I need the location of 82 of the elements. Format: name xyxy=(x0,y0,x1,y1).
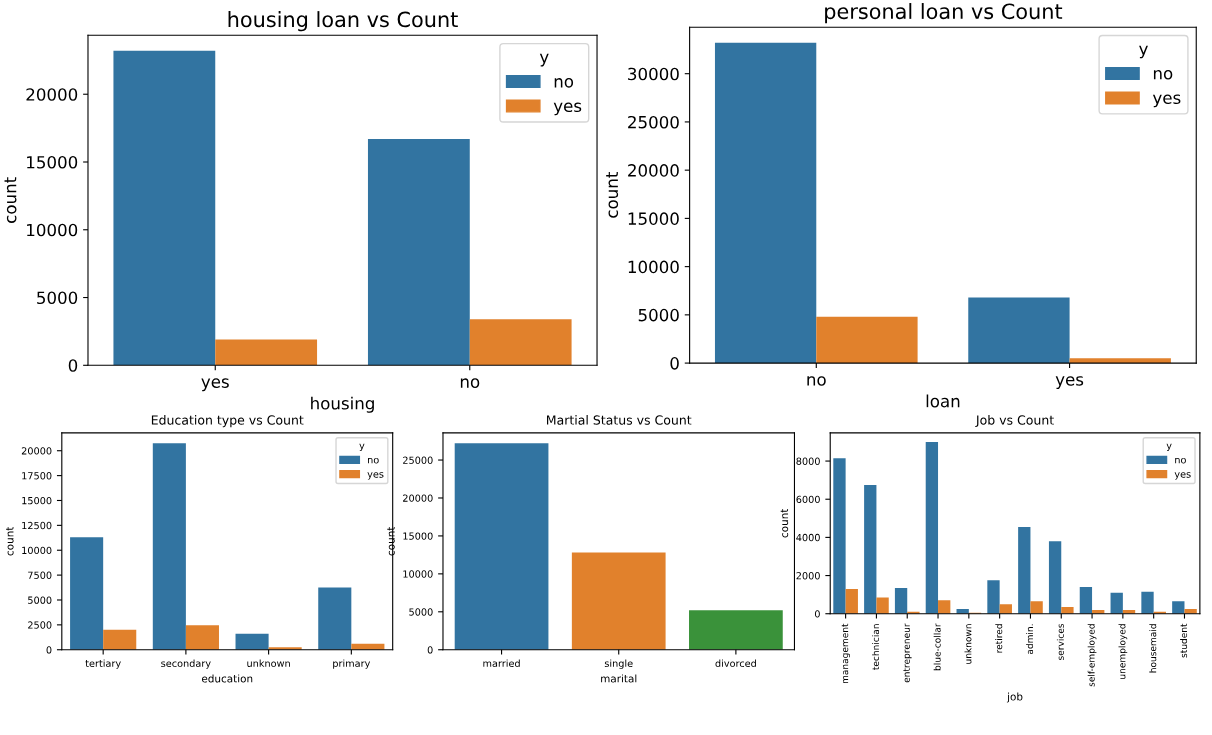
y-tick-label: 4000 xyxy=(796,533,820,542)
y-tick-label: 8000 xyxy=(796,457,820,465)
y-tick-label: 10000 xyxy=(22,546,52,555)
x-tick-label: primary xyxy=(333,659,371,669)
legend-title: y xyxy=(539,53,549,67)
x-axis-title: marital xyxy=(601,674,637,683)
legend-label: no xyxy=(554,78,574,88)
x-tick-label: services xyxy=(1056,623,1064,660)
y-axis-title: count xyxy=(387,526,395,556)
chart-title: Job vs Count xyxy=(975,415,1054,428)
y-tick-label: 30000 xyxy=(628,67,679,81)
legend-title: y xyxy=(359,443,365,452)
chart-title: Education type vs Count xyxy=(151,415,304,428)
y-tick-label: 10000 xyxy=(27,223,78,237)
y-tick-label: 20000 xyxy=(21,447,52,455)
y-tick-label: 5000 xyxy=(37,291,78,305)
x-tick-label: married xyxy=(483,659,520,667)
x-tick-label: secondary xyxy=(161,659,211,669)
y-tick-label: 5000 xyxy=(638,308,679,322)
x-tick-label: admin. xyxy=(1026,624,1034,655)
y-tick-label: 0 xyxy=(68,359,78,372)
legend-label: yes xyxy=(553,102,582,116)
y-tick-label: 0 xyxy=(427,646,433,654)
y-tick-label: 25000 xyxy=(403,456,433,464)
y-tick-label: 7500 xyxy=(28,571,52,579)
legend-label: no xyxy=(368,457,379,464)
y-tick-label: 2500 xyxy=(28,621,52,629)
x-tick-label: yes xyxy=(1055,376,1084,389)
x-tick-label: tertiary xyxy=(85,659,121,669)
y-axis-title: count xyxy=(6,526,14,556)
y-tick-label: 2000 xyxy=(796,572,820,580)
x-axis-title: job xyxy=(1006,692,1023,703)
y-tick-label: 15000 xyxy=(628,212,679,225)
x-tick-label: student xyxy=(1180,623,1188,658)
y-tick-label: 15000 xyxy=(27,155,78,169)
chart-title: Martial Status vs Count xyxy=(547,415,692,425)
x-axis-title: housing xyxy=(311,396,374,413)
y-tick-label: 12500 xyxy=(22,521,52,530)
y-tick-label: 6000 xyxy=(796,495,820,504)
x-tick-label: housemaid xyxy=(1149,624,1157,673)
y-tick-label: 0 xyxy=(814,610,820,618)
x-tick-label: unknown xyxy=(964,624,972,664)
x-tick-label: single xyxy=(604,659,633,669)
x-tick-label: management xyxy=(841,623,850,684)
chart-title: personal loan vs Count xyxy=(825,3,1063,24)
legend-label: yes xyxy=(1174,472,1191,480)
x-axis-title: loan xyxy=(926,394,960,408)
y-tick-label: 0 xyxy=(46,646,52,654)
x-tick-label: unknown xyxy=(247,659,290,667)
y-tick-label: 20000 xyxy=(403,494,433,502)
y-tick-label: 10000 xyxy=(403,570,433,578)
y-tick-label: 15000 xyxy=(22,496,52,505)
y-tick-label: 10000 xyxy=(628,260,679,274)
x-tick-label: self-employed xyxy=(1087,624,1097,687)
x-tick-label: unemployed xyxy=(1118,624,1128,679)
x-tick-label: blue-collar xyxy=(933,623,941,671)
y-tick-label: 5000 xyxy=(409,608,433,616)
y-axis-title: count xyxy=(4,177,17,223)
x-tick-label: technician xyxy=(872,624,880,670)
y-axis-title: count xyxy=(606,172,619,218)
legend-label: yes xyxy=(367,472,384,480)
x-axis-title: education xyxy=(201,674,253,683)
legend-label: no xyxy=(1153,69,1173,80)
x-tick-label: no xyxy=(460,378,480,388)
y-tick-label: 17500 xyxy=(22,472,52,480)
legend-label: no xyxy=(1175,457,1186,464)
legend-label: yes xyxy=(1152,94,1181,108)
x-tick-label: no xyxy=(807,376,826,386)
y-tick-label: 5000 xyxy=(28,596,52,604)
legend-title: y xyxy=(1166,443,1172,452)
legend-title: y xyxy=(1139,45,1148,59)
y-tick-label: 20000 xyxy=(628,164,679,177)
y-tick-label: 15000 xyxy=(403,532,433,540)
chart-title: housing loan vs Count xyxy=(228,11,458,32)
x-tick-label: divorced xyxy=(715,659,756,667)
y-axis-title: count xyxy=(780,508,789,538)
y-tick-label: 25000 xyxy=(628,115,679,129)
y-tick-label: 0 xyxy=(670,357,679,370)
x-tick-label: entrepreneur xyxy=(903,623,912,683)
x-tick-label: retired xyxy=(995,624,1003,653)
y-tick-label: 20000 xyxy=(26,88,78,101)
x-tick-label: yes xyxy=(201,378,229,392)
